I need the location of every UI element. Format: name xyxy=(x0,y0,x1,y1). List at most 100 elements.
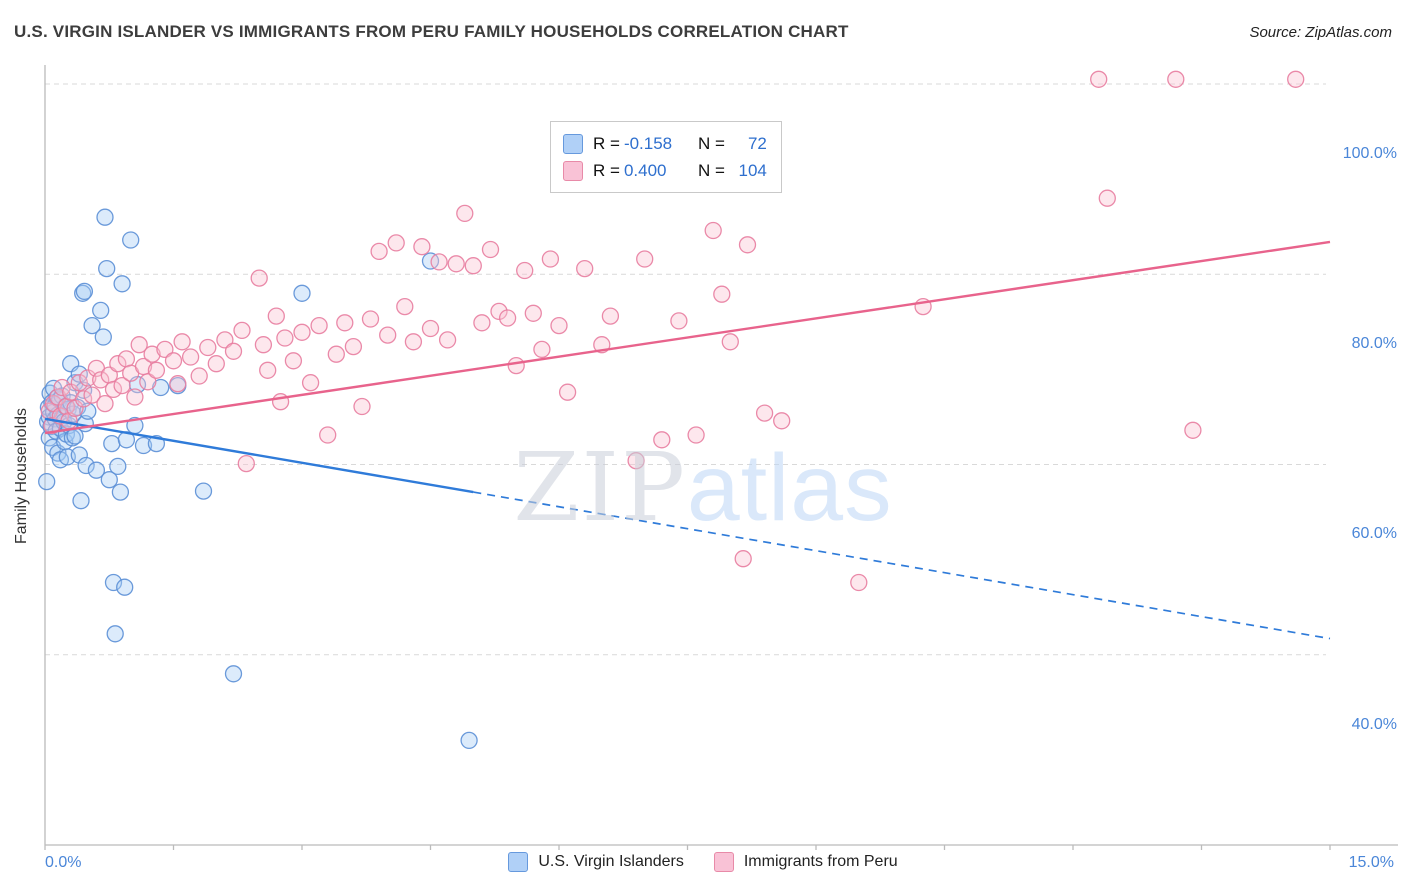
scatter-point[interactable] xyxy=(430,253,448,271)
scatter-point[interactable] xyxy=(173,333,191,351)
scatter-point[interactable] xyxy=(94,328,112,346)
scatter-point[interactable] xyxy=(104,380,123,399)
scatter-point[interactable] xyxy=(181,348,200,366)
scatter-point[interactable] xyxy=(773,412,791,430)
scatter-point[interactable] xyxy=(293,323,311,341)
scatter-point[interactable] xyxy=(237,454,255,473)
scatter-point[interactable] xyxy=(1090,70,1108,88)
scatter-point[interactable] xyxy=(194,482,213,500)
scatter-point[interactable] xyxy=(106,625,124,643)
scatter-point[interactable] xyxy=(327,345,345,363)
scatter-point[interactable] xyxy=(558,383,577,401)
scatter-point[interactable] xyxy=(1287,70,1305,88)
scatter-point[interactable] xyxy=(77,456,95,475)
scatter-point[interactable] xyxy=(460,731,478,750)
scatter-point[interactable] xyxy=(353,397,371,416)
scatter-point[interactable] xyxy=(75,282,94,301)
scatter-point[interactable] xyxy=(87,461,106,479)
scatter-point[interactable] xyxy=(1184,421,1202,439)
scatter-point[interactable] xyxy=(111,483,130,501)
scatter-point[interactable] xyxy=(134,436,153,455)
scatter-point[interactable] xyxy=(53,378,71,397)
scatter-point[interactable] xyxy=(541,250,560,268)
scatter-point[interactable] xyxy=(116,578,134,596)
scatter-point[interactable] xyxy=(396,297,414,316)
scatter-point[interactable] xyxy=(481,240,500,259)
scatter-point[interactable] xyxy=(250,269,268,287)
scatter-point[interactable] xyxy=(122,231,140,249)
scatter-point[interactable] xyxy=(1167,70,1185,88)
scatter-point[interactable] xyxy=(92,301,110,320)
scatter-point[interactable] xyxy=(498,309,517,327)
scatter-point[interactable] xyxy=(301,374,320,392)
scatter-point[interactable] xyxy=(704,221,722,240)
scatter-point[interactable] xyxy=(259,361,277,379)
scatter-point[interactable] xyxy=(601,307,620,325)
scatter-point[interactable] xyxy=(66,399,84,418)
scatter-point[interactable] xyxy=(98,259,116,278)
scatter-point[interactable] xyxy=(447,255,465,273)
scatter-point[interactable] xyxy=(490,302,508,321)
scatter-point[interactable] xyxy=(70,374,88,392)
scatter-point[interactable] xyxy=(224,342,243,360)
scatter-point[interactable] xyxy=(507,356,525,375)
scatter-point[interactable] xyxy=(254,336,273,354)
scatter-point[interactable] xyxy=(126,388,144,406)
scatter-point[interactable] xyxy=(738,236,757,254)
scatter-point[interactable] xyxy=(456,204,474,223)
scatter-point[interactable] xyxy=(103,434,121,453)
scatter-point[interactable] xyxy=(216,331,234,349)
scatter-point[interactable] xyxy=(233,321,251,340)
scatter-point[interactable] xyxy=(164,352,183,370)
scatter-point[interactable] xyxy=(143,345,161,363)
scatter-point[interactable] xyxy=(113,275,131,293)
scatter-point[interactable] xyxy=(224,665,243,683)
scatter-point[interactable] xyxy=(387,234,405,252)
scatter-point[interactable] xyxy=(421,319,440,338)
scatter-point[interactable] xyxy=(199,338,217,357)
scatter-point[interactable] xyxy=(190,367,208,385)
scatter-point[interactable] xyxy=(370,242,388,261)
scatter-point[interactable] xyxy=(109,457,127,476)
scatter-point[interactable] xyxy=(319,426,337,444)
scatter-point[interactable] xyxy=(276,329,294,347)
scatter-point[interactable] xyxy=(293,284,311,302)
scatter-point[interactable] xyxy=(207,355,225,373)
scatter-point[interactable] xyxy=(627,452,645,470)
scatter-point[interactable] xyxy=(92,371,110,389)
scatter-point[interactable] xyxy=(147,361,166,379)
scatter-point[interactable] xyxy=(734,550,752,568)
scatter-point[interactable] xyxy=(413,238,431,256)
scatter-point[interactable] xyxy=(1098,189,1116,207)
scatter-point[interactable] xyxy=(113,376,131,395)
scatter-point[interactable] xyxy=(96,208,114,226)
scatter-point[interactable] xyxy=(72,492,90,510)
scatter-point[interactable] xyxy=(83,386,101,404)
scatter-point[interactable] xyxy=(70,446,88,464)
scatter-point[interactable] xyxy=(473,314,491,332)
scatter-point[interactable] xyxy=(74,390,93,408)
scatter-point[interactable] xyxy=(310,316,328,335)
scatter-point[interactable] xyxy=(361,310,380,328)
scatter-point[interactable] xyxy=(109,355,127,373)
scatter-point[interactable] xyxy=(344,337,363,356)
scatter-point[interactable] xyxy=(721,333,739,351)
scatter-point[interactable] xyxy=(670,312,688,330)
scatter-point[interactable] xyxy=(636,250,654,268)
scatter-point[interactable] xyxy=(169,375,187,393)
scatter-point[interactable] xyxy=(713,285,731,303)
scatter-point[interactable] xyxy=(336,314,354,332)
scatter-point[interactable] xyxy=(550,316,568,335)
scatter-point[interactable] xyxy=(576,259,594,278)
scatter-point[interactable] xyxy=(404,333,423,351)
scatter-point[interactable] xyxy=(156,340,174,359)
scatter-point[interactable] xyxy=(100,471,118,489)
scatter-point[interactable] xyxy=(379,326,397,344)
scatter-point[interactable] xyxy=(38,472,56,491)
scatter-point[interactable] xyxy=(850,573,868,592)
scatter-point[interactable] xyxy=(653,431,671,449)
scatter-point[interactable] xyxy=(79,369,97,387)
scatter-point[interactable] xyxy=(438,331,457,349)
scatter-point[interactable] xyxy=(284,352,303,370)
scatter-point[interactable] xyxy=(524,304,542,322)
